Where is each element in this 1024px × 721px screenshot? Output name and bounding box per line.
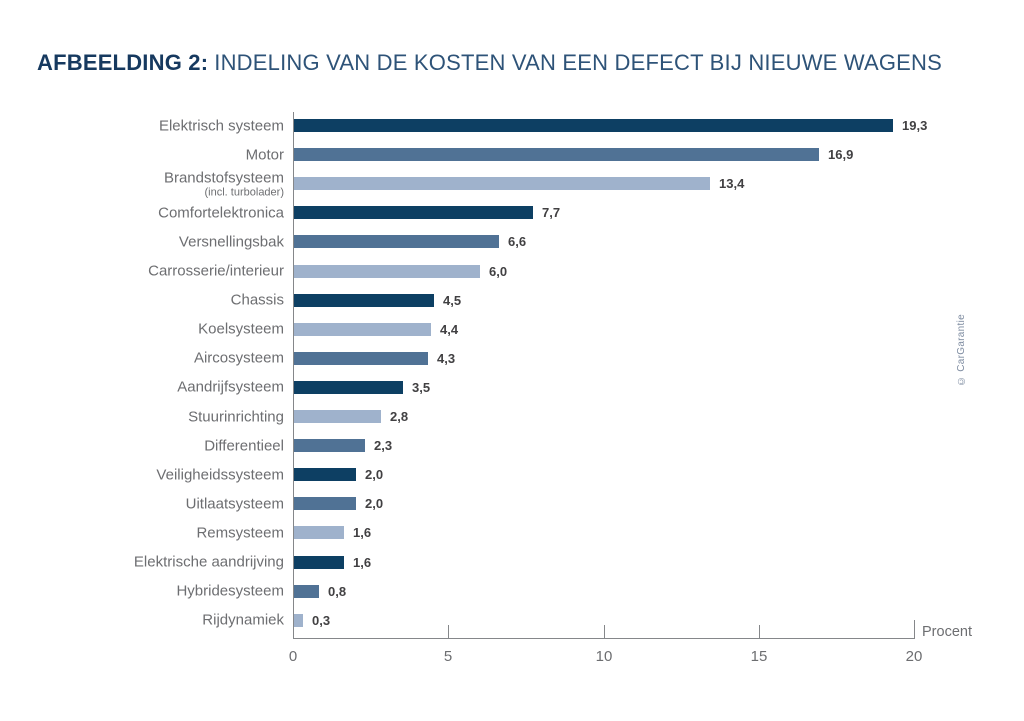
value-label: 4,3	[437, 350, 456, 366]
category-label-text: Comfortelektronica	[158, 204, 284, 222]
value-label: 13,4	[719, 176, 745, 192]
bar	[294, 351, 428, 365]
bar	[294, 235, 499, 249]
bar	[294, 526, 344, 540]
bar	[294, 555, 344, 569]
category-label: Stuurinrichting	[0, 408, 284, 425]
x-axis-title: Procent	[922, 624, 972, 640]
category-label-text: Carrosserie/interieur	[148, 262, 284, 280]
category-label: Chassis	[0, 292, 284, 309]
value-label: 2,3	[374, 438, 393, 454]
copyright-credit: © CarGarantie	[956, 314, 967, 387]
category-label-text: Uitlaatsysteem	[185, 495, 284, 513]
value-label: 0,3	[312, 612, 331, 628]
x-axis-tick-mark	[448, 625, 449, 638]
category-sublabel-text: (incl. turbolader)	[204, 186, 284, 199]
category-label: Veiligheidssysteem	[0, 466, 284, 483]
figure-title: AFBEELDING 2: INDELING VAN DE KOSTEN VAN …	[37, 50, 942, 76]
category-label: Remsysteem	[0, 524, 284, 541]
value-label: 2,0	[365, 467, 384, 483]
category-label: Elektrische aandrijving	[0, 554, 284, 571]
category-label-text: Differentieel	[204, 437, 284, 455]
category-label-text: Hybridesysteem	[176, 582, 284, 600]
y-axis-line	[293, 112, 294, 638]
category-label: Uitlaatsysteem	[0, 495, 284, 512]
bar	[294, 613, 303, 627]
category-label-text: Koelsysteem	[198, 320, 284, 338]
category-label-text: Aandrijfsysteem	[177, 378, 284, 396]
value-label: 19,3	[902, 118, 928, 133]
figure-title-prefix: AFBEELDING 2:	[37, 50, 209, 75]
value-label: 6,0	[489, 263, 508, 279]
category-label-text: Motor	[245, 146, 284, 164]
category-label-text: Veiligheidssysteem	[156, 466, 284, 484]
category-label: Brandstofsysteem (incl. turbolader)	[0, 169, 284, 198]
bar	[294, 264, 480, 278]
category-label-text: Stuurinrichting	[188, 408, 284, 425]
x-axis-tick-mark	[604, 625, 605, 638]
bar	[294, 584, 319, 598]
x-axis-line	[293, 638, 915, 639]
bar	[294, 439, 365, 453]
category-label-text: Versnellingsbak	[178, 233, 284, 251]
category-label: Hybridesysteem	[0, 583, 284, 600]
bar	[294, 206, 533, 220]
category-label: Rijdynamiek	[0, 612, 284, 629]
bar	[294, 177, 710, 191]
category-label: Comfortelektronica	[0, 204, 284, 221]
figure-title-text: INDELING VAN DE KOSTEN VAN EEN DEFECT BI…	[214, 50, 943, 75]
value-label: 16,9	[828, 147, 854, 163]
value-label: 2,8	[390, 409, 409, 424]
category-label-text: Rijdynamiek	[202, 611, 284, 629]
value-label: 2,0	[365, 496, 384, 512]
value-label: 3,5	[412, 379, 431, 395]
value-label: 4,4	[440, 321, 459, 337]
bar	[294, 410, 381, 423]
category-label: Carrosserie/interieur	[0, 263, 284, 280]
value-label: 1,6	[353, 525, 372, 541]
category-label: Versnellingsbak	[0, 233, 284, 250]
value-label: 1,6	[353, 554, 372, 570]
bar	[294, 380, 403, 394]
bar	[294, 497, 356, 511]
x-axis-tick-label: 20	[905, 648, 923, 665]
bar	[294, 148, 819, 162]
category-label-text: Aircosysteem	[193, 349, 284, 367]
value-label: 6,6	[508, 234, 527, 250]
x-axis-tick-label: 10	[595, 648, 613, 665]
bar	[294, 293, 434, 307]
x-axis-tick-mark	[759, 625, 760, 638]
category-label-text: Elektrische aandrijving	[133, 553, 284, 571]
x-axis-tick-label: 5	[443, 648, 453, 665]
category-label-text: Chassis	[230, 291, 284, 309]
category-label: Aircosysteem	[0, 350, 284, 367]
category-label: Elektrisch systeem	[0, 117, 284, 134]
category-label: Differentieel	[0, 437, 284, 454]
value-label: 4,5	[443, 292, 462, 308]
category-label-text: Remsysteem	[196, 524, 284, 542]
bar	[294, 119, 893, 132]
x-axis-end-cap	[914, 620, 915, 638]
x-axis-tick-label: 15	[750, 648, 768, 665]
bar	[294, 468, 356, 482]
category-label: Koelsysteem	[0, 321, 284, 338]
category-label: Motor	[0, 146, 284, 163]
category-label-text: Elektrisch systeem	[158, 117, 284, 134]
x-axis-tick-label: 0	[288, 648, 298, 665]
value-label: 0,8	[328, 583, 347, 599]
category-label-text: Brandstofsysteem	[163, 169, 284, 187]
value-label: 7,7	[542, 205, 561, 221]
bar	[294, 322, 431, 336]
category-label: Aandrijfsysteem	[0, 379, 284, 396]
